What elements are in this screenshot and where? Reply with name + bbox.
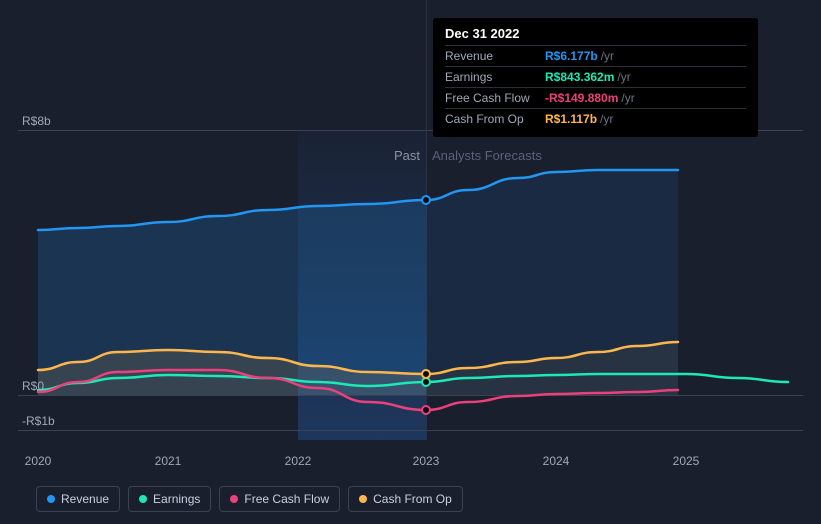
series-marker: [421, 369, 431, 379]
tooltip-row-label: Earnings: [445, 70, 545, 84]
legend-dot-icon: [359, 495, 367, 503]
tooltip-row: Cash From OpR$1.117b/yr: [445, 108, 746, 129]
tooltip-row-value: -R$149.880m: [545, 91, 618, 105]
tooltip-row-value: R$1.117b: [545, 112, 597, 126]
y-axis-label: R$0: [22, 379, 44, 393]
legend-item[interactable]: Cash From Op: [348, 486, 463, 512]
tooltip-row-value: R$843.362m: [545, 70, 614, 84]
tooltip-row-label: Revenue: [445, 49, 545, 63]
tooltip-row-label: Cash From Op: [445, 112, 545, 126]
chart-legend: Revenue Earnings Free Cash Flow Cash From O…: [36, 486, 463, 512]
chart-svg: [18, 130, 803, 440]
x-axis-label: 2025: [673, 454, 700, 468]
tooltip-row: RevenueR$6.177b/yr: [445, 45, 746, 66]
x-axis-label: 2022: [285, 454, 312, 468]
legend-label: Revenue: [61, 492, 109, 506]
series-marker: [421, 195, 431, 205]
legend-label: Free Cash Flow: [244, 492, 329, 506]
tooltip-row-unit: /yr: [617, 70, 630, 84]
tooltip-row-unit: /yr: [601, 49, 614, 63]
tooltip-row-unit: /yr: [600, 112, 613, 126]
plot-area[interactable]: Past Analysts Forecasts R$8bR$0-R$1b 202…: [18, 130, 803, 440]
legend-dot-icon: [47, 495, 55, 503]
legend-item[interactable]: Revenue: [36, 486, 120, 512]
legend-item[interactable]: Free Cash Flow: [219, 486, 340, 512]
tooltip-row: Free Cash Flow-R$149.880m/yr: [445, 87, 746, 108]
y-axis-label: R$8b: [22, 114, 51, 128]
legend-dot-icon: [230, 495, 238, 503]
financials-chart: Dec 31 2022 RevenueR$6.177b/yrEarningsR$…: [18, 0, 803, 524]
tooltip-row-unit: /yr: [621, 91, 634, 105]
legend-dot-icon: [139, 495, 147, 503]
tooltip-row-label: Free Cash Flow: [445, 91, 545, 105]
chart-tooltip: Dec 31 2022 RevenueR$6.177b/yrEarningsR$…: [433, 18, 758, 137]
x-axis-label: 2021: [155, 454, 182, 468]
legend-label: Cash From Op: [373, 492, 452, 506]
tooltip-row-value: R$6.177b: [545, 49, 598, 63]
series-marker: [421, 405, 431, 415]
x-axis-label: 2024: [543, 454, 570, 468]
x-axis-label: 2020: [25, 454, 52, 468]
x-axis-label: 2023: [413, 454, 440, 468]
tooltip-row: EarningsR$843.362m/yr: [445, 66, 746, 87]
y-axis-label: -R$1b: [22, 414, 55, 428]
legend-label: Earnings: [153, 492, 200, 506]
tooltip-title: Dec 31 2022: [445, 26, 746, 45]
legend-item[interactable]: Earnings: [128, 486, 211, 512]
